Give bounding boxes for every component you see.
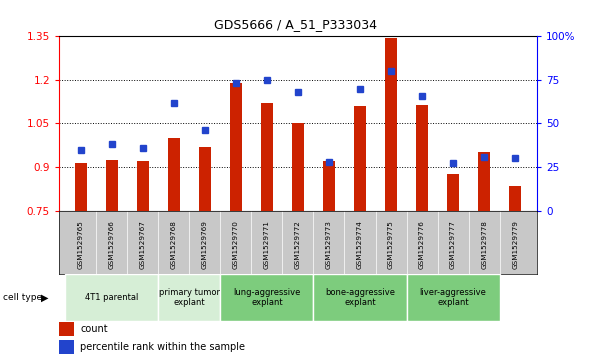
Text: bone-aggressive
explant: bone-aggressive explant: [325, 288, 395, 307]
Text: GSM1529770: GSM1529770: [233, 220, 239, 269]
Text: GSM1529766: GSM1529766: [109, 220, 115, 269]
Text: lung-aggressive
explant: lung-aggressive explant: [233, 288, 301, 307]
Text: GSM1529774: GSM1529774: [357, 220, 363, 269]
Bar: [168, 138, 180, 211]
Text: GSM1529777: GSM1529777: [450, 220, 456, 269]
Bar: [447, 174, 460, 211]
Text: GSM1529767: GSM1529767: [140, 220, 146, 269]
Bar: [291, 123, 304, 211]
Text: GSM1529771: GSM1529771: [264, 220, 270, 269]
Bar: [199, 147, 211, 211]
Text: percentile rank within the sample: percentile rank within the sample: [80, 342, 245, 352]
Text: liver-aggressive
explant: liver-aggressive explant: [419, 288, 487, 307]
Bar: [313, 274, 407, 321]
Text: primary tumor
explant: primary tumor explant: [159, 288, 220, 307]
Bar: [59, 322, 74, 336]
Text: 4T1 parental: 4T1 parental: [85, 293, 139, 302]
Text: GSM1529779: GSM1529779: [512, 220, 518, 269]
Bar: [323, 161, 335, 211]
Bar: [261, 103, 273, 211]
Text: GSM1529773: GSM1529773: [326, 220, 332, 269]
Bar: [74, 163, 87, 211]
Text: GDS5666 / A_51_P333034: GDS5666 / A_51_P333034: [214, 18, 376, 31]
Bar: [478, 152, 490, 211]
Bar: [416, 105, 428, 211]
Bar: [158, 274, 221, 321]
Text: GSM1529769: GSM1529769: [202, 220, 208, 269]
Text: GSM1529778: GSM1529778: [481, 220, 487, 269]
Bar: [221, 274, 313, 321]
Text: count: count: [80, 324, 108, 334]
Bar: [509, 186, 522, 211]
Bar: [407, 274, 500, 321]
Bar: [136, 161, 149, 211]
Bar: [59, 340, 74, 354]
Bar: [354, 106, 366, 211]
Bar: [106, 160, 118, 211]
Bar: [65, 274, 158, 321]
Bar: [385, 38, 397, 211]
Text: GSM1529765: GSM1529765: [78, 220, 84, 269]
Text: GSM1529775: GSM1529775: [388, 220, 394, 269]
Text: cell type: cell type: [3, 293, 42, 302]
Text: GSM1529776: GSM1529776: [419, 220, 425, 269]
Text: GSM1529772: GSM1529772: [295, 220, 301, 269]
Text: ▶: ▶: [41, 293, 48, 303]
Bar: [230, 83, 242, 211]
Text: GSM1529768: GSM1529768: [171, 220, 177, 269]
